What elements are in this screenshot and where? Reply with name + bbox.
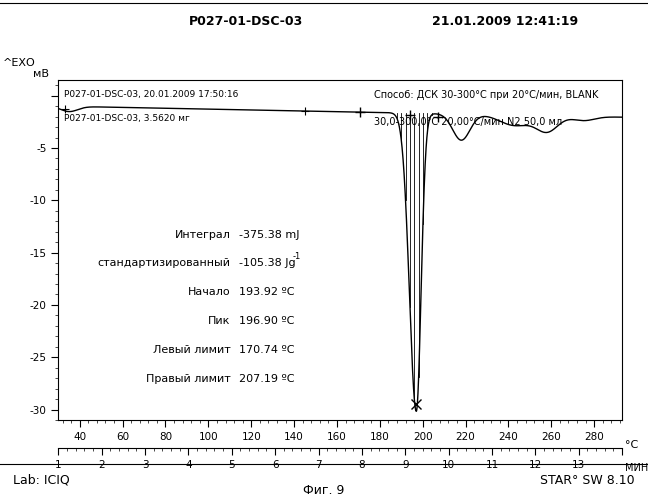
Text: Lab: ICIQ: Lab: ICIQ	[13, 474, 70, 486]
Text: P027-01-DSC-03, 3.5620 мг: P027-01-DSC-03, 3.5620 мг	[64, 114, 190, 123]
Text: Пик: Пик	[208, 316, 230, 326]
Text: P027-01-DSC-03: P027-01-DSC-03	[189, 15, 303, 28]
Text: мВ: мВ	[33, 69, 49, 79]
Text: Фиг. 9: Фиг. 9	[303, 484, 345, 498]
Text: -375.38 mJ: -375.38 mJ	[238, 230, 299, 239]
Text: -1: -1	[292, 252, 301, 260]
Text: Левый лимит: Левый лимит	[152, 345, 230, 355]
Text: Интеграл: Интеграл	[174, 230, 230, 239]
Text: P027-01-DSC-03, 20.01.2009 17:50:16: P027-01-DSC-03, 20.01.2009 17:50:16	[64, 90, 238, 99]
Text: Способ: ДСК 30-300°С при 20°С/мин, BLANK: Способ: ДСК 30-300°С при 20°С/мин, BLANK	[374, 90, 598, 100]
Text: -105.38 Jg: -105.38 Jg	[238, 258, 295, 268]
Text: МИН: МИН	[625, 462, 648, 472]
Text: Начало: Начало	[188, 288, 230, 298]
Text: 21.01.2009 12:41:19: 21.01.2009 12:41:19	[432, 15, 579, 28]
Text: ^ЕХО: ^ЕХО	[3, 58, 36, 68]
Text: 196.90 ºC: 196.90 ºC	[238, 316, 294, 326]
Text: STAR° SW 8.10: STAR° SW 8.10	[540, 474, 635, 486]
Text: стандартизированный: стандартизированный	[97, 258, 230, 268]
Text: Правый лимит: Правый лимит	[146, 374, 230, 384]
Text: 30,0-300,0°С 20,00°С/мин N2 50,0 мл: 30,0-300,0°С 20,00°С/мин N2 50,0 мл	[374, 118, 562, 128]
Text: °C: °C	[625, 440, 638, 450]
Text: 193.92 ºC: 193.92 ºC	[238, 288, 294, 298]
Text: 170.74 ºC: 170.74 ºC	[238, 345, 294, 355]
Text: 207.19 ºC: 207.19 ºC	[238, 374, 294, 384]
